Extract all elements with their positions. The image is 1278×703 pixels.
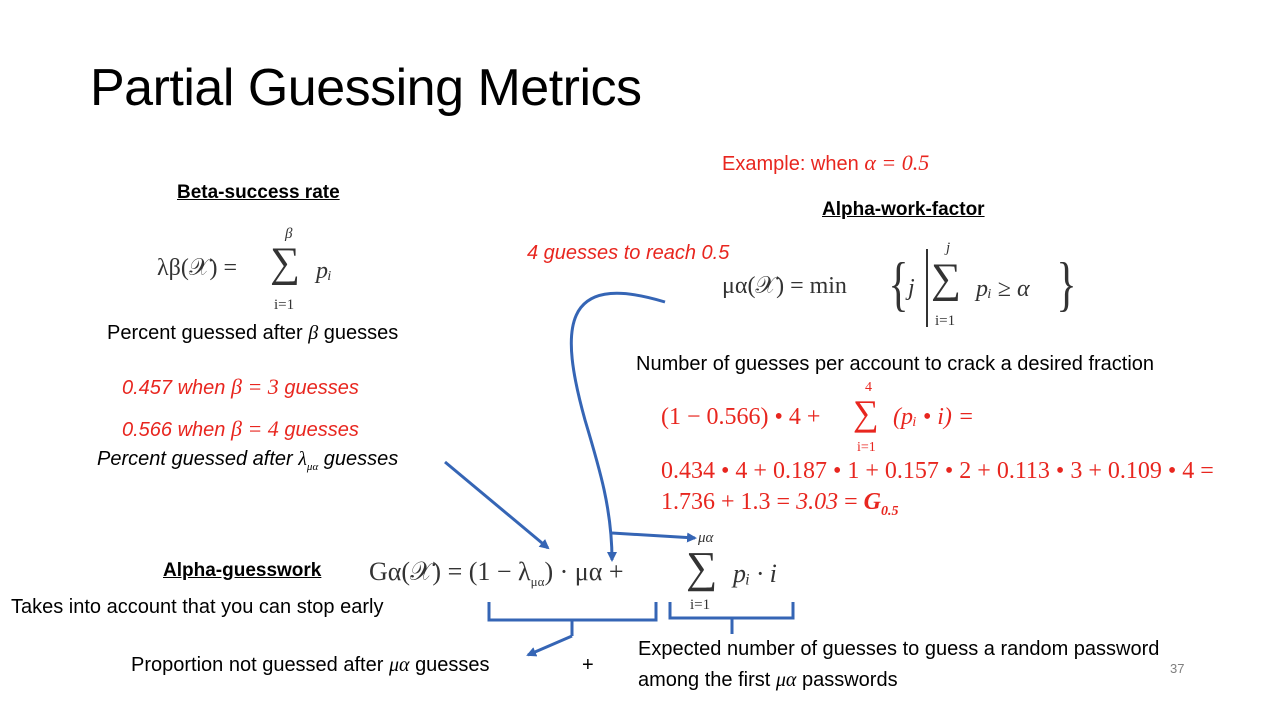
beta-heading: Beta-success rate — [177, 182, 340, 203]
guesswork-heading: Alpha-guesswork — [163, 560, 322, 581]
alpha-formula-lhs: μα(𝒳) = min — [722, 273, 847, 299]
beta-description: Percent guessed after β guesses — [107, 322, 398, 345]
left-brace-symbol: μα — [388, 654, 410, 676]
right-bracket — [668, 602, 795, 620]
example-alpha-pre: Example: when — [722, 153, 859, 175]
right-brace-post: passwords — [801, 669, 898, 691]
beta-sum-bottom: i=1 — [274, 297, 295, 313]
left-bracket — [487, 602, 658, 622]
calc-result: 3.03 — [796, 489, 839, 515]
beta-desc-post: guesses — [323, 322, 399, 344]
beta-example-1: 0.457 when β = 3 guesses — [122, 374, 359, 400]
guesswork-subtext: Takes into account that you can stop ear… — [11, 596, 384, 618]
guesses-note: 4 guesses to reach 0.5 — [527, 242, 730, 264]
plus-sign: + — [582, 654, 594, 676]
beta-example-2: 0.566 when β = 4 guesses — [122, 416, 359, 442]
calc-line-3-pre: 1.736 + 1.3 = — [661, 489, 791, 515]
alpha-description: Number of guesses per account to crack a… — [636, 353, 1155, 375]
lambda-desc-symbol: λ — [298, 448, 307, 470]
lambda-desc-pre: Percent guessed after — [97, 448, 293, 470]
example-alpha: Example: when α = 0.5 — [722, 150, 929, 176]
alpha-formula-j: j — [908, 275, 915, 301]
lambda-desc-post: guesses — [323, 448, 399, 470]
calc-sum-bottom: i=1 — [857, 440, 876, 455]
alpha-right-brace: } — [1056, 251, 1077, 317]
example-alpha-equation: α = 0.5 — [864, 150, 930, 175]
guesswork-lambda-subscript: μα — [530, 574, 545, 590]
arrow-left-bracket — [526, 634, 573, 657]
calc-sum-sigma: ∑ — [853, 393, 879, 433]
arrow-sum-top — [611, 531, 697, 543]
right-brace-symbol: μα — [775, 669, 797, 691]
left-brace-post: guesses — [415, 654, 490, 676]
slide-title: Partial Guessing Metrics — [90, 59, 642, 117]
calc-g-symbol: G — [863, 489, 881, 515]
calc-g-subscript: 0.5 — [880, 503, 899, 519]
beta-sum-body: pᵢ — [316, 258, 332, 284]
left-brace-label: Proportion not guessed after μα guesses — [131, 654, 490, 677]
beta-ex2-value: 0.566 when — [122, 419, 226, 441]
lambda-desc-subscript: μα — [306, 461, 319, 473]
guesswork-sum-body: pᵢ · i — [733, 559, 777, 588]
calc-line-1-post: (pᵢ • i) = — [893, 404, 975, 430]
calc-sum-top: 4 — [865, 380, 872, 395]
alpha-sum-body: pᵢ ≥ α — [976, 276, 1030, 302]
calc-line-1-pre: (1 − 0.566) • 4 + — [661, 404, 821, 430]
beta-desc-pre: Percent guessed after — [107, 322, 303, 344]
beta-ex1-post: guesses — [284, 377, 359, 399]
lambda-description: Percent guessed after λμα guesses — [97, 448, 398, 473]
guesswork-sum-top: μα — [698, 530, 714, 546]
guesswork-sum-bottom: i=1 — [690, 597, 711, 613]
beta-formula-lhs: λβ(𝒳) = — [157, 255, 238, 281]
alpha-left-brace: { — [888, 251, 909, 317]
beta-ex1-equation: β = 3 — [230, 374, 279, 399]
beta-ex1-value: 0.457 when — [122, 377, 226, 399]
alpha-work-heading: Alpha-work-factor — [822, 199, 985, 220]
alpha-sum-bottom: i=1 — [935, 313, 956, 329]
beta-sum-sigma: ∑ — [270, 240, 300, 286]
right-brace-line-1: Expected number of guesses to guess a ra… — [638, 638, 1160, 660]
alpha-sum-top: j — [946, 240, 951, 256]
arrow-lambda — [444, 460, 550, 550]
calc-line-3: 1.736 + 1.3 = 3.03 = G0.5 — [661, 489, 898, 520]
left-brace-pre: Proportion not guessed after — [131, 654, 384, 676]
slide-number: 37 — [1170, 661, 1185, 676]
beta-ex2-post: guesses — [284, 419, 359, 441]
alpha-sum-sigma: ∑ — [931, 256, 961, 302]
alpha-divider-bar — [926, 249, 928, 327]
right-brace-pre: among the first — [638, 669, 771, 691]
beta-sum-top: β — [285, 226, 293, 242]
guesswork-formula-lhs: Gα(𝒳) = (1 − λ — [369, 557, 531, 586]
calc-line-2: 0.434 • 4 + 0.187 • 1 + 0.157 • 2 + 0.11… — [661, 458, 1214, 484]
arrow-mu-curve — [569, 291, 666, 562]
beta-ex2-equation: β = 4 — [230, 416, 279, 441]
right-brace-line-2: among the first μα passwords — [638, 669, 898, 692]
calc-line-3-eq: = — [844, 489, 858, 515]
guesswork-sum-sigma: ∑ — [686, 543, 718, 592]
beta-desc-symbol: β — [308, 322, 319, 344]
